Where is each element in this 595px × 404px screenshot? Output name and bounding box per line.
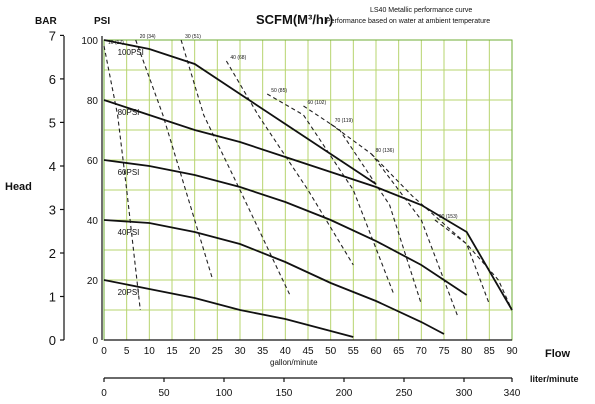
x-tick-label: 35 <box>257 346 269 357</box>
chart-subtitle-2: Performance based on water at ambient te… <box>326 18 490 25</box>
bar-tick-label: 6 <box>49 72 56 87</box>
psi-axis-title: PSI <box>94 16 110 27</box>
bar-axis-title: BAR <box>35 16 57 27</box>
air-line-label: 20 (34) <box>140 34 156 40</box>
x-tick-label: 25 <box>212 346 224 357</box>
x-tick-label: 40 <box>280 346 292 357</box>
x-tick-label: 65 <box>393 346 405 357</box>
chart-title: SCFM(M³/hr) <box>256 12 333 27</box>
flow-label: Flow <box>545 348 570 360</box>
x-tick-label: 85 <box>484 346 496 357</box>
x-tick-label: 0 <box>101 346 107 357</box>
x-tick-label: 50 <box>325 346 337 357</box>
lpm-tick-label: 100 <box>216 388 233 399</box>
bar-tick-label: 2 <box>49 246 56 261</box>
series-line <box>103 219 445 335</box>
air-line-label: 40 (68) <box>230 55 246 61</box>
x-tick-label: 60 <box>370 346 382 357</box>
air-line <box>225 60 354 266</box>
x-tick-label: 90 <box>506 346 518 357</box>
bar-tick-label: 3 <box>49 203 56 218</box>
air-line-label: 60 (102) <box>308 100 327 106</box>
air-line <box>135 39 214 281</box>
air-line <box>103 45 141 311</box>
x2-axis-label: liter/minute <box>530 374 579 384</box>
air-line <box>303 105 422 305</box>
series-line <box>103 99 513 311</box>
x-axis-label: gallon/minute <box>270 358 318 367</box>
bar-tick-label: 0 <box>49 333 56 348</box>
air-line-label: 50 (85) <box>271 88 287 94</box>
air-line <box>371 153 490 305</box>
x-tick-label: 70 <box>416 346 428 357</box>
air-line-label: 30 (51) <box>185 34 201 40</box>
lpm-tick-label: 150 <box>276 388 293 399</box>
series-label: 20PSI <box>118 288 140 297</box>
lpm-tick-label: 300 <box>456 388 473 399</box>
psi-tick-label: 80 <box>87 96 99 107</box>
air-line-label: 90 (153) <box>439 214 458 220</box>
x-tick-label: 20 <box>189 346 201 357</box>
axes: 0 5 10 15 20 25 30 35 40 45 50 55 60 65 70 75 80 85 900204… <box>49 28 521 399</box>
lpm-tick-label: 340 <box>504 388 521 399</box>
lpm-tick-label: 200 <box>336 388 353 399</box>
bar-tick-label: 4 <box>49 159 56 174</box>
x-tick-label: 55 <box>348 346 360 357</box>
series-line <box>103 159 468 296</box>
bar-tick-label: 1 <box>49 290 56 305</box>
series-line <box>103 279 354 338</box>
psi-tick-label: 40 <box>87 216 99 227</box>
grid <box>103 39 513 341</box>
x-tick-label: 45 <box>302 346 314 357</box>
bar-tick-label: 5 <box>49 115 56 130</box>
air-line <box>180 39 291 296</box>
bar-tick-label: 7 <box>49 28 56 43</box>
series-line <box>103 39 377 185</box>
series-label: 60PSI <box>118 168 140 177</box>
psi-tick-label: 20 <box>87 276 99 287</box>
y-axis-label: Head <box>5 181 32 193</box>
x-tick-label: 75 <box>438 346 450 357</box>
air-line-label: 70 (119) <box>335 118 354 124</box>
pressure-curves: 100PSI 80PSI 60PSI 40PSI 20PSI <box>103 39 513 338</box>
series-label: 100PSI <box>118 48 144 57</box>
lpm-tick-label: 0 <box>101 388 107 399</box>
x-tick-label: 80 <box>461 346 473 357</box>
lpm-tick-label: 50 <box>158 388 170 399</box>
x-tick-label: 30 <box>234 346 246 357</box>
series-label: 80PSI <box>118 108 140 117</box>
psi-tick-label: 100 <box>81 36 98 47</box>
psi-tick-label: 60 <box>87 156 99 167</box>
air-line-label: 80 (136) <box>376 148 395 154</box>
chart-subtitle-1: LS40 Metallic performance curve <box>370 7 472 14</box>
x-tick-label: 5 <box>124 346 130 357</box>
series-label: 40PSI <box>118 228 140 237</box>
x-tick-label: 10 <box>144 346 156 357</box>
x-tick-label: 15 <box>166 346 178 357</box>
psi-tick-label: 0 <box>92 336 98 347</box>
air-line <box>434 219 513 311</box>
air-line <box>330 123 459 317</box>
labels: SCFM(M³/hr) LS40 Metallic performance cu… <box>5 7 579 384</box>
lpm-tick-label: 250 <box>396 388 413 399</box>
